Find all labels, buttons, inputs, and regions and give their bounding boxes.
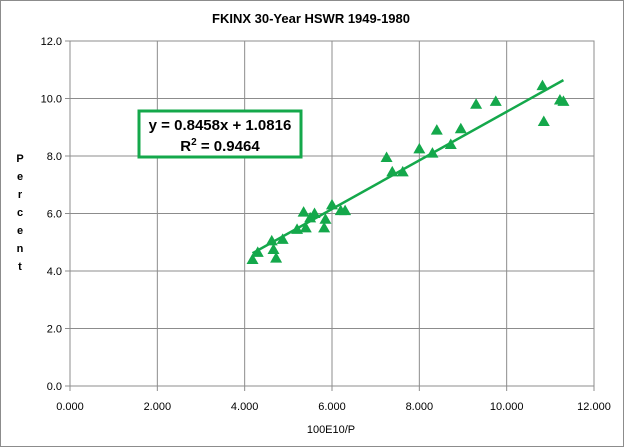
trendline-equation: y = 0.8458x + 1.0816 xyxy=(149,117,292,134)
data-point xyxy=(537,115,550,126)
r2-prefix: R xyxy=(180,138,191,155)
data-point xyxy=(297,206,310,217)
data-points xyxy=(246,79,570,264)
data-point xyxy=(299,221,312,233)
grid-lines xyxy=(65,40,595,391)
plot-area xyxy=(69,40,595,387)
data-point xyxy=(380,151,393,162)
y-axis-label-char: n xyxy=(17,243,24,255)
x-tick-label: 10.000 xyxy=(490,401,524,413)
data-point xyxy=(276,233,289,244)
trendline xyxy=(251,79,565,255)
data-point xyxy=(413,142,426,154)
y-axis-ticks: 0.0 2.0 4.0 6.0 8.0 10.0 12.0 xyxy=(41,36,62,393)
data-point xyxy=(308,207,321,218)
y-axis-label-char: t xyxy=(18,261,22,273)
y-tick-label: 12.0 xyxy=(41,36,62,48)
r2-exponent: 2 xyxy=(191,137,197,148)
x-tick-label: 8.000 xyxy=(406,401,434,413)
data-point xyxy=(318,221,331,233)
data-point xyxy=(396,165,409,177)
y-tick-label: 8.0 xyxy=(47,151,62,163)
data-point xyxy=(267,243,280,254)
y-axis-label-char: P xyxy=(16,153,23,165)
x-tick-label: 0.000 xyxy=(56,401,84,413)
data-point xyxy=(470,98,483,109)
equation-box: y = 0.8458x + 1.0816 R2 = 0.9464 xyxy=(137,109,303,159)
data-point xyxy=(265,234,278,246)
data-point xyxy=(339,204,352,216)
y-tick-label: 4.0 xyxy=(47,266,62,278)
y-tick-label: 6.0 xyxy=(47,209,62,221)
data-point xyxy=(536,79,549,91)
data-point xyxy=(489,95,502,106)
y-axis-label-char: e xyxy=(17,225,23,237)
x-axis-ticks: 0.000 2.000 4.000 6.000 8.000 10.000 12.000 xyxy=(56,401,611,413)
data-point xyxy=(319,213,332,224)
x-tick-label: 6.000 xyxy=(318,401,346,413)
y-axis-label-char: r xyxy=(18,189,23,201)
chart-title: FKINX 30-Year HSWR 1949-1980 xyxy=(212,11,410,26)
y-tick-label: 0.0 xyxy=(47,381,62,393)
y-tick-label: 10.0 xyxy=(41,94,62,106)
data-point xyxy=(557,95,570,106)
x-tick-label: 4.000 xyxy=(231,401,259,413)
data-point xyxy=(246,253,259,264)
y-axis-label-char: e xyxy=(17,171,23,183)
data-point xyxy=(454,122,467,134)
equation-box-frame xyxy=(137,109,303,159)
data-point xyxy=(270,252,283,263)
data-point xyxy=(430,124,443,135)
x-tick-label: 2.000 xyxy=(144,401,172,413)
x-tick-label: 12.000 xyxy=(577,401,611,413)
y-tick-label: 2.0 xyxy=(47,324,62,336)
r2-value: = 0.9464 xyxy=(197,138,261,155)
r-squared-label: R2 = 0.9464 xyxy=(180,137,260,155)
x-axis-label: 100E10/P xyxy=(307,424,355,436)
y-axis-label-char: c xyxy=(17,207,23,219)
